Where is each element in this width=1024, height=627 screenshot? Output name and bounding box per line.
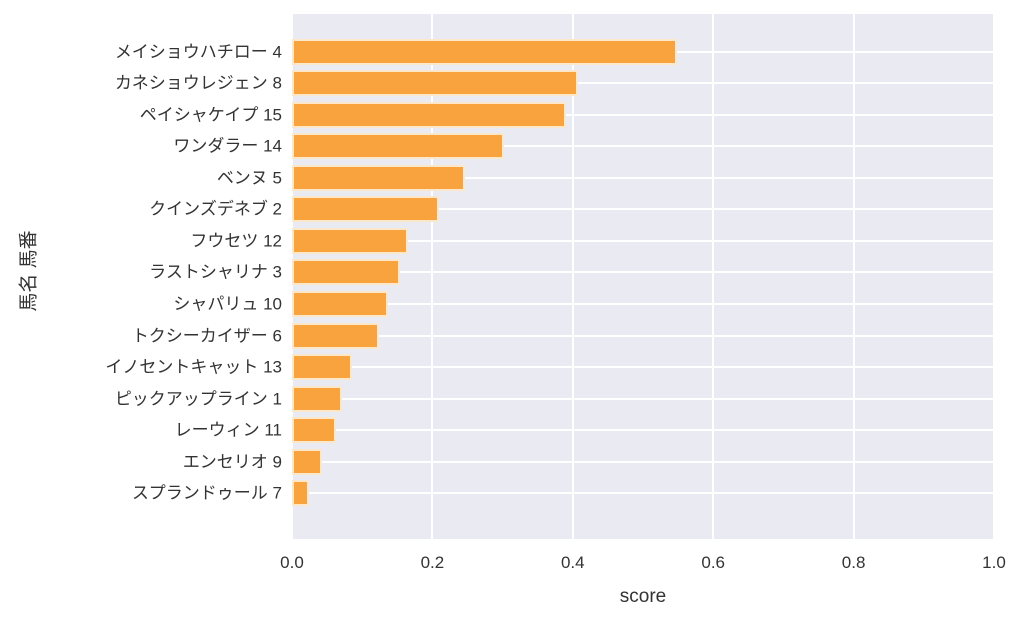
category-label: ペイシャケイプ 15 — [139, 105, 282, 125]
x-axis-ticks: 0.0 0.2 0.4 0.6 0.8 1.0 — [280, 553, 1006, 575]
bar-row: ラストシャリナ 3 — [149, 257, 994, 289]
y-axis-title: 馬名 馬番 — [18, 230, 40, 312]
bar — [292, 291, 389, 318]
bar — [292, 322, 380, 349]
bar-rows: メイショウハチロー 4 カネショウレジェン 8 ペイシャケイプ 15 ワンダラー 14… — [105, 14, 994, 539]
h-gridline — [292, 239, 994, 242]
v-gridline — [993, 14, 995, 539]
h-gridline — [292, 334, 994, 337]
category-label: レーウィン 11 — [174, 420, 282, 440]
category-label: ワンダラー 14 — [173, 136, 282, 156]
bar — [292, 164, 466, 191]
h-gridline — [292, 303, 994, 306]
bar — [292, 354, 352, 381]
bar-row: シャパリュ 10 — [173, 288, 994, 320]
bar-row: メイショウハチロー 4 — [115, 36, 994, 68]
v-gridline — [571, 14, 574, 539]
bar-row: エンセリオ 9 — [183, 446, 994, 478]
x-tick-label: 0.6 — [701, 553, 726, 572]
bar — [292, 385, 342, 412]
bar — [292, 101, 567, 128]
bar — [292, 70, 579, 97]
h-gridline — [292, 492, 994, 495]
category-label: ベンヌ 5 — [216, 168, 282, 188]
v-gridline — [712, 14, 715, 539]
category-label: メイショウハチロー 4 — [114, 42, 282, 62]
category-label: クインズデネブ 2 — [149, 199, 282, 219]
bar — [292, 480, 309, 507]
plot-area: メイショウハチロー 4 カネショウレジェン 8 ペイシャケイプ 15 ワンダラー 14… — [105, 14, 995, 539]
category-label: フウセツ 12 — [190, 231, 282, 251]
category-label: スプランドゥール 7 — [131, 483, 282, 503]
bar-row: ピックアップライン 1 — [115, 383, 994, 415]
v-gridline — [431, 14, 434, 539]
h-gridline — [292, 82, 994, 85]
category-label: ピックアップライン 1 — [114, 389, 282, 409]
bar — [292, 259, 401, 286]
bar-row: クインズデネブ 2 — [149, 194, 994, 226]
x-tick-label: 0.4 — [560, 553, 585, 572]
h-gridline — [292, 271, 994, 274]
bar — [292, 227, 408, 254]
category-label: トクシーカイザー 6 — [131, 326, 282, 346]
bar-row: イノセントキャット 13 — [105, 351, 994, 383]
bar-row: フウセツ 12 — [190, 225, 994, 257]
bar-row: ベンヌ 5 — [217, 162, 994, 194]
h-gridline — [292, 429, 994, 432]
bar — [292, 448, 323, 475]
category-label: イノセントキャット 13 — [105, 357, 282, 377]
bar — [292, 196, 440, 223]
bar-row: カネショウレジェン 8 — [115, 68, 994, 100]
category-label: エンセリオ 9 — [182, 452, 282, 472]
x-tick-label: 0.0 — [280, 553, 304, 572]
bar — [292, 38, 677, 65]
h-gridline — [292, 176, 994, 179]
bar — [292, 417, 336, 444]
bar-row: レーウィン 11 — [175, 414, 994, 446]
category-label: ラストシャリナ 3 — [149, 262, 282, 282]
v-gridline — [852, 14, 855, 539]
x-axis-title: score — [619, 586, 667, 607]
x-tick-label: 1.0 — [982, 553, 1006, 572]
category-label: シャパリュ 10 — [173, 294, 282, 314]
bar-row: スプランドゥール 7 — [132, 477, 994, 509]
bar-row: ワンダラー 14 — [173, 131, 994, 163]
x-tick-label: 0.2 — [420, 553, 445, 572]
bar — [292, 133, 504, 160]
h-gridline — [292, 113, 994, 116]
h-gridline — [292, 366, 994, 369]
x-tick-label: 0.8 — [841, 553, 866, 572]
h-gridline — [292, 208, 994, 211]
bar-row: ペイシャケイプ 15 — [140, 99, 994, 131]
h-gridline — [292, 397, 994, 400]
category-label: カネショウレジェン 8 — [114, 73, 282, 93]
h-gridline — [292, 145, 994, 148]
h-gridline — [292, 460, 994, 463]
bar-row: トクシーカイザー 6 — [132, 320, 994, 352]
